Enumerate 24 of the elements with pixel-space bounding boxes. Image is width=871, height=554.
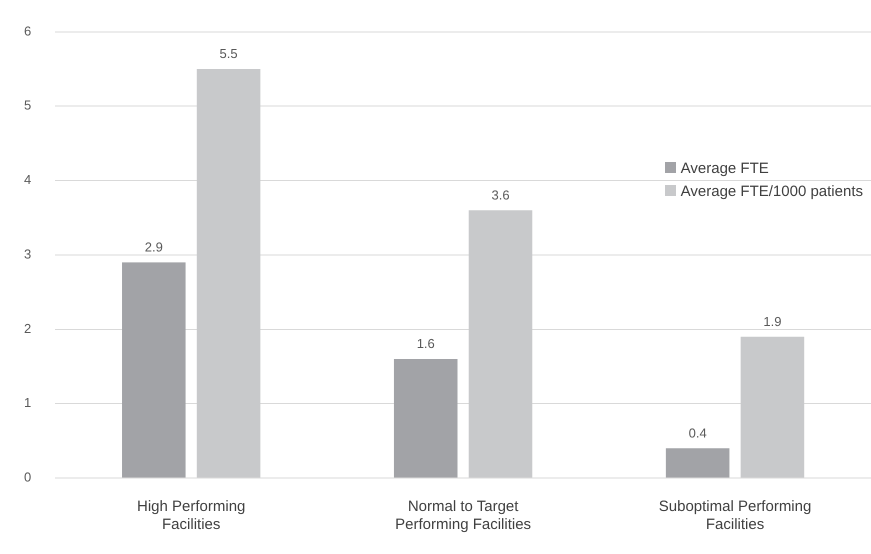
bar [740,336,804,478]
y-tick-label: 1 [24,395,32,410]
legend-label: Average FTE/1000 patients [680,182,863,200]
y-tick-label: 2 [24,320,32,336]
bar [122,262,186,478]
y-tick-label: 6 [24,23,32,38]
bar [394,359,458,478]
x-tick-label: Suboptimal Performing Facilities [658,498,812,534]
data-label: 1.6 [416,336,435,352]
x-tick-label: High Performing Facilities [136,498,246,534]
y-tick-label: 3 [24,246,32,262]
x-tick-label: Normal to Target Performing Facilities [395,498,532,534]
bar [468,210,532,478]
data-label: 2.9 [144,239,163,254]
data-label: 1.9 [763,314,782,329]
y-tick-label: 4 [24,172,32,188]
bar [196,68,260,478]
data-label: 5.5 [220,46,238,62]
y-tick-label: 5 [24,98,32,113]
y-tick-label: 0 [24,470,32,485]
data-label: 0.4 [688,425,707,440]
data-label: 3.6 [491,187,510,202]
bar [666,448,730,478]
legend-label: Average FTE [680,160,769,177]
